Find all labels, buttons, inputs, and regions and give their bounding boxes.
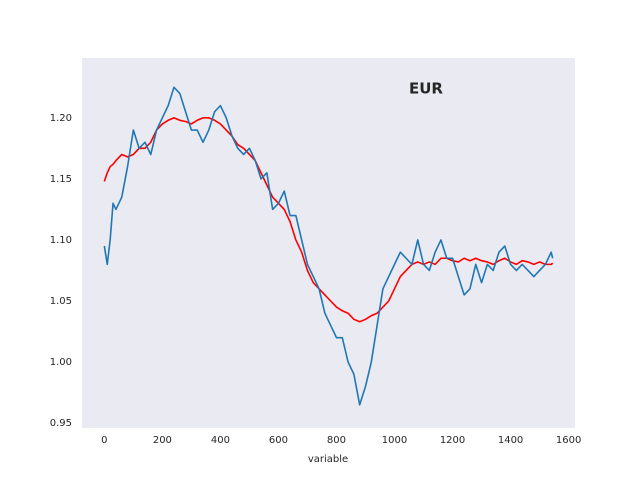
x-tick-label: 1000 [382,435,407,446]
series-line [103,86,554,406]
x-tick-label: 800 [327,435,346,446]
x-tick-label: 200 [153,435,172,446]
chart-title: EUR [409,80,443,98]
y-tick-label: 1.20 [50,113,72,124]
y-tick-label: 1.10 [50,235,72,246]
x-tick-label: 1600 [556,435,581,446]
x-tick-label: 600 [269,435,288,446]
x-tick-label: 1200 [440,435,465,446]
x-tick-label: 0 [101,435,107,446]
x-tick-label: 400 [211,435,230,446]
x-tick-label: 1400 [498,435,523,446]
y-tick-label: 0.95 [50,418,72,429]
y-tick-label: 1.15 [50,174,72,185]
y-tick-label: 1.05 [50,296,72,307]
x-axis-label: variable [308,454,348,465]
series-line [103,117,554,323]
plot-area [82,58,575,428]
y-tick-label: 1.00 [50,357,72,368]
